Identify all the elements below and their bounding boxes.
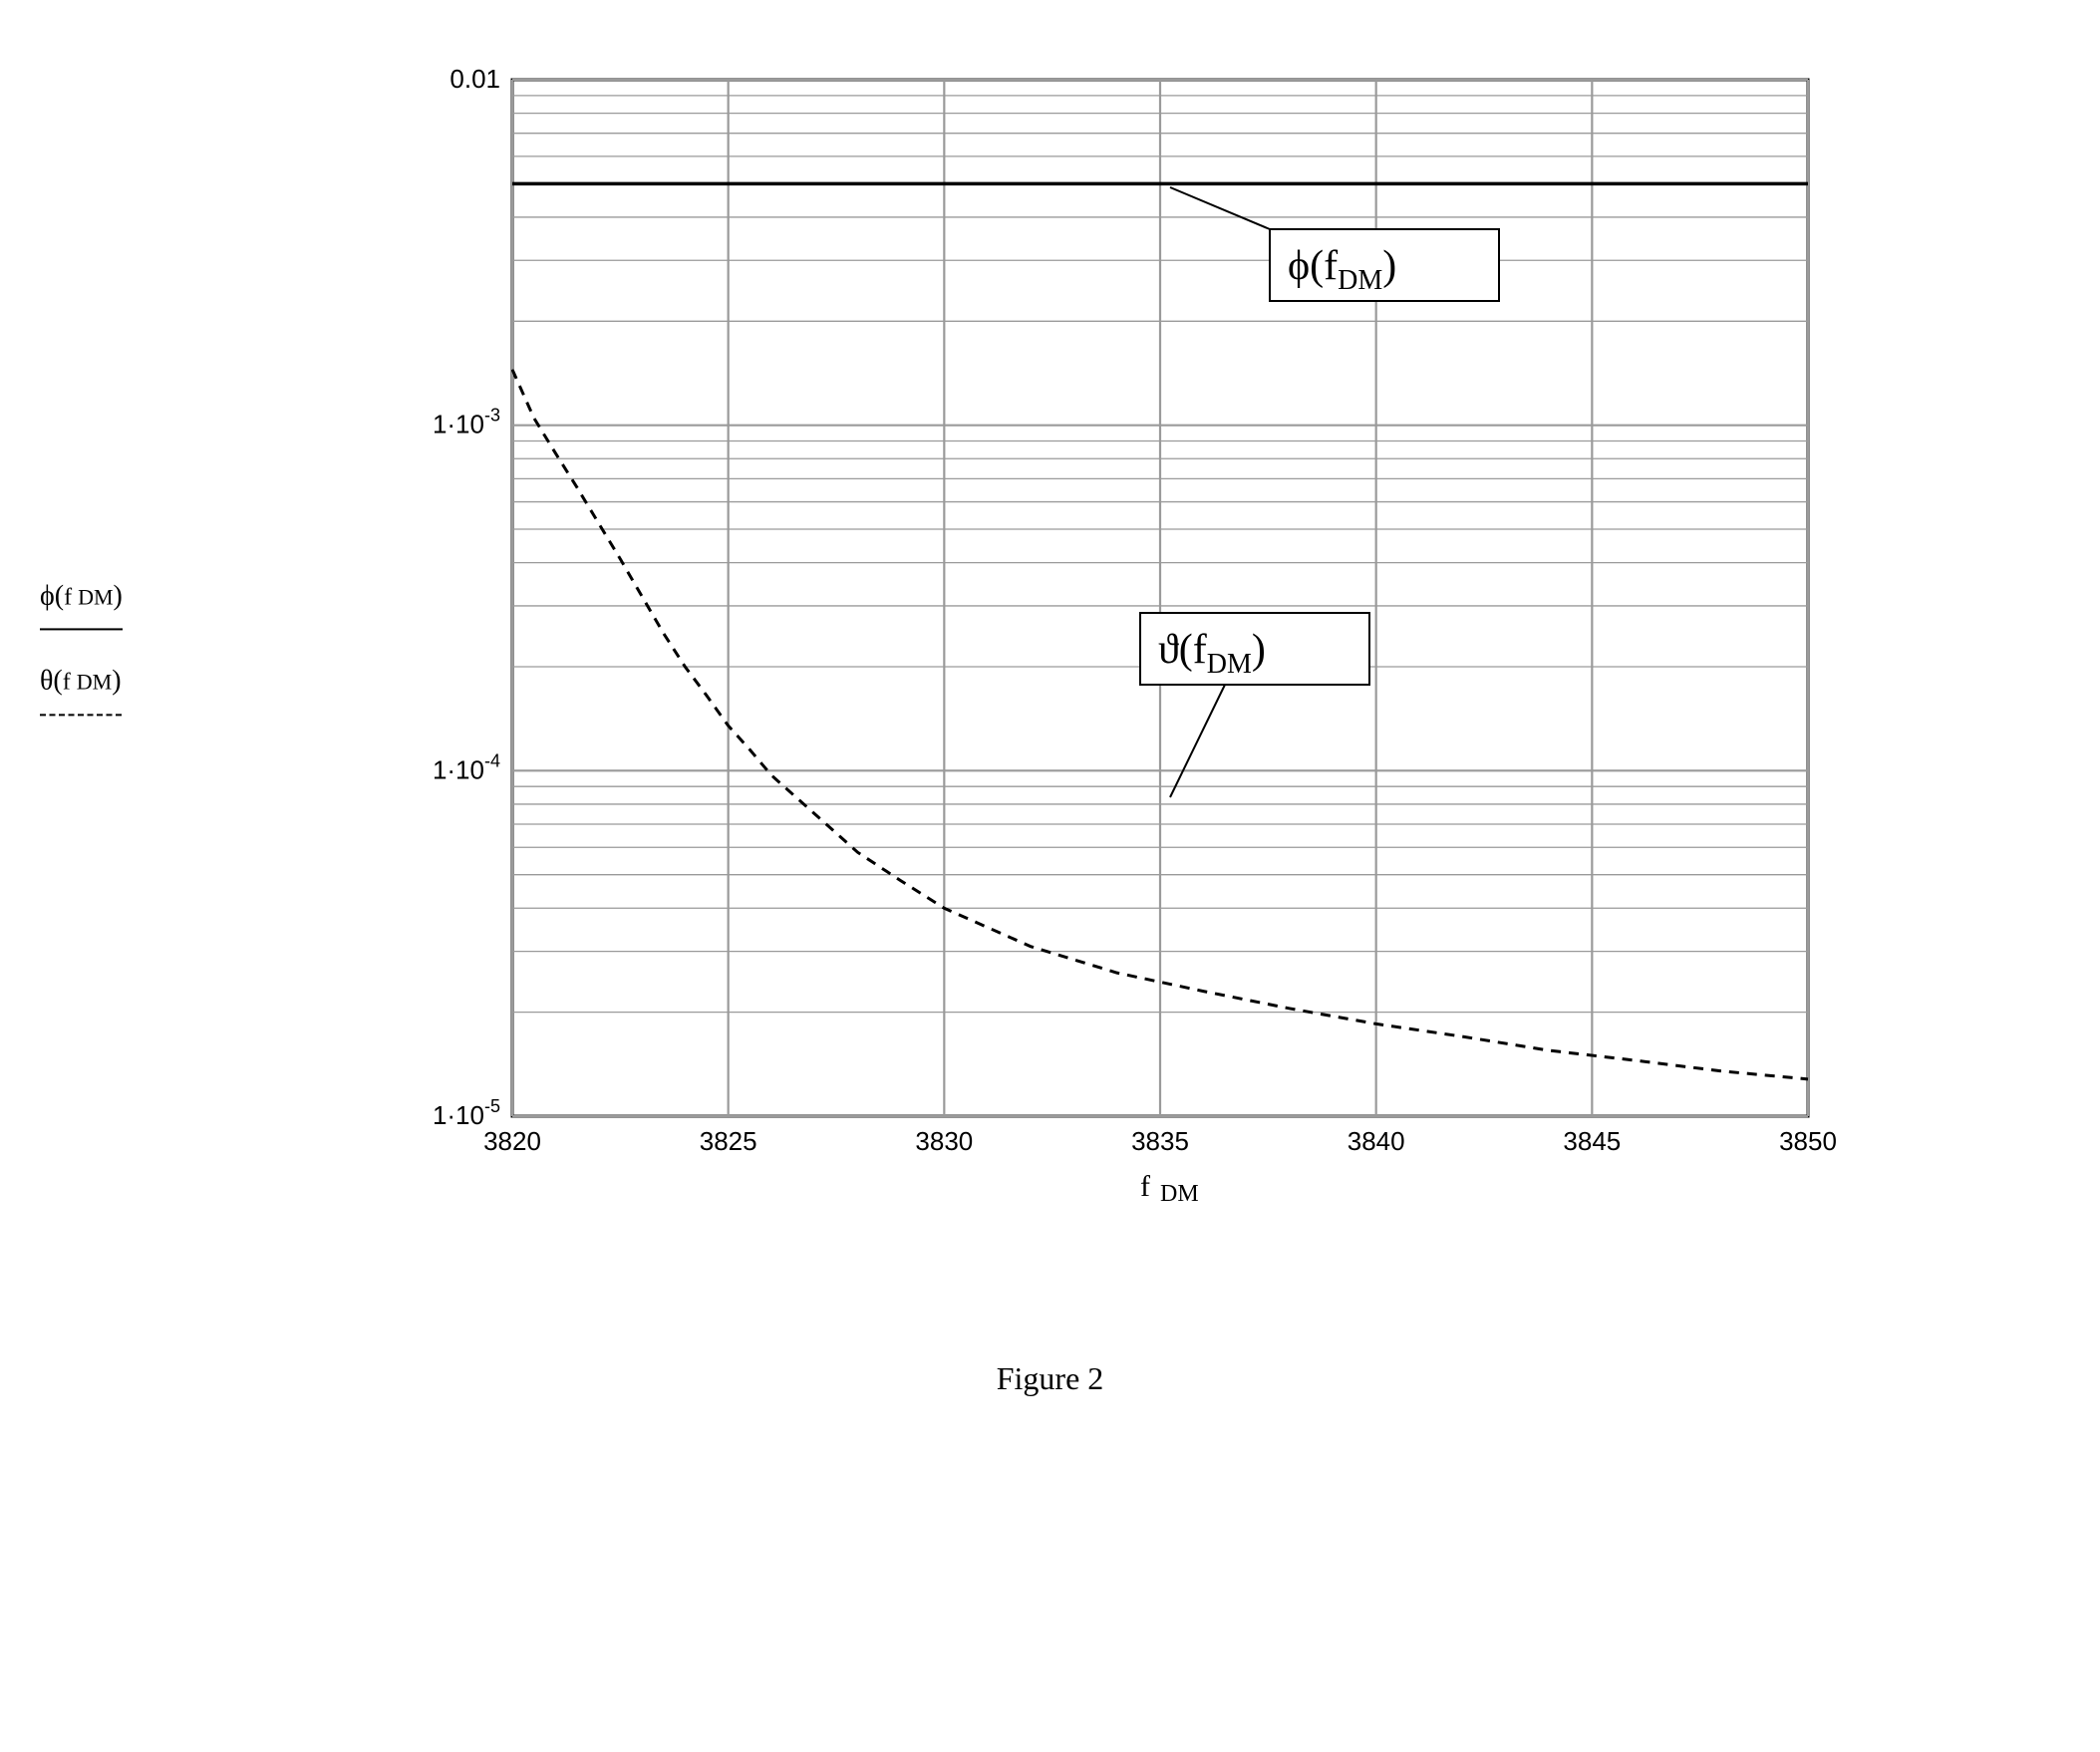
- svg-text:3830: 3830: [915, 1126, 973, 1156]
- svg-text:1·10-5: 1·10-5: [432, 1096, 499, 1130]
- legend-phi: ϕ(f DM): [40, 565, 123, 631]
- svg-text:3850: 3850: [1779, 1126, 1837, 1156]
- svg-text:3820: 3820: [483, 1126, 541, 1156]
- figure-caption: Figure 2: [40, 1360, 2060, 1397]
- svg-text:0.01: 0.01: [450, 64, 500, 94]
- svg-text:3825: 3825: [699, 1126, 756, 1156]
- chart-svg: 3820 3825 3830 3835 3840 3845 3850 f DM 1·10-5 1·…: [363, 40, 1908, 1236]
- plot-area: 3820 3825 3830 3835 3840 3845 3850 f DM 1·10-5 1·…: [363, 40, 1908, 1241]
- svg-text:1·10-4: 1·10-4: [432, 750, 499, 784]
- svg-text:3835: 3835: [1131, 1126, 1189, 1156]
- svg-text:3845: 3845: [1563, 1126, 1621, 1156]
- y-axis-legend: ϕ(f DM) θ(f DM): [40, 565, 123, 716]
- chart-container: ϕ(f DM) θ(f DM) 3820 3825 3830 3835 3840 3845…: [40, 40, 2060, 1241]
- svg-text:3840: 3840: [1347, 1126, 1404, 1156]
- svg-text:f: f: [1140, 1170, 1150, 1203]
- svg-text:DM: DM: [1160, 1181, 1199, 1207]
- svg-text:1·10-3: 1·10-3: [432, 406, 499, 439]
- legend-theta: θ(f DM): [40, 651, 122, 717]
